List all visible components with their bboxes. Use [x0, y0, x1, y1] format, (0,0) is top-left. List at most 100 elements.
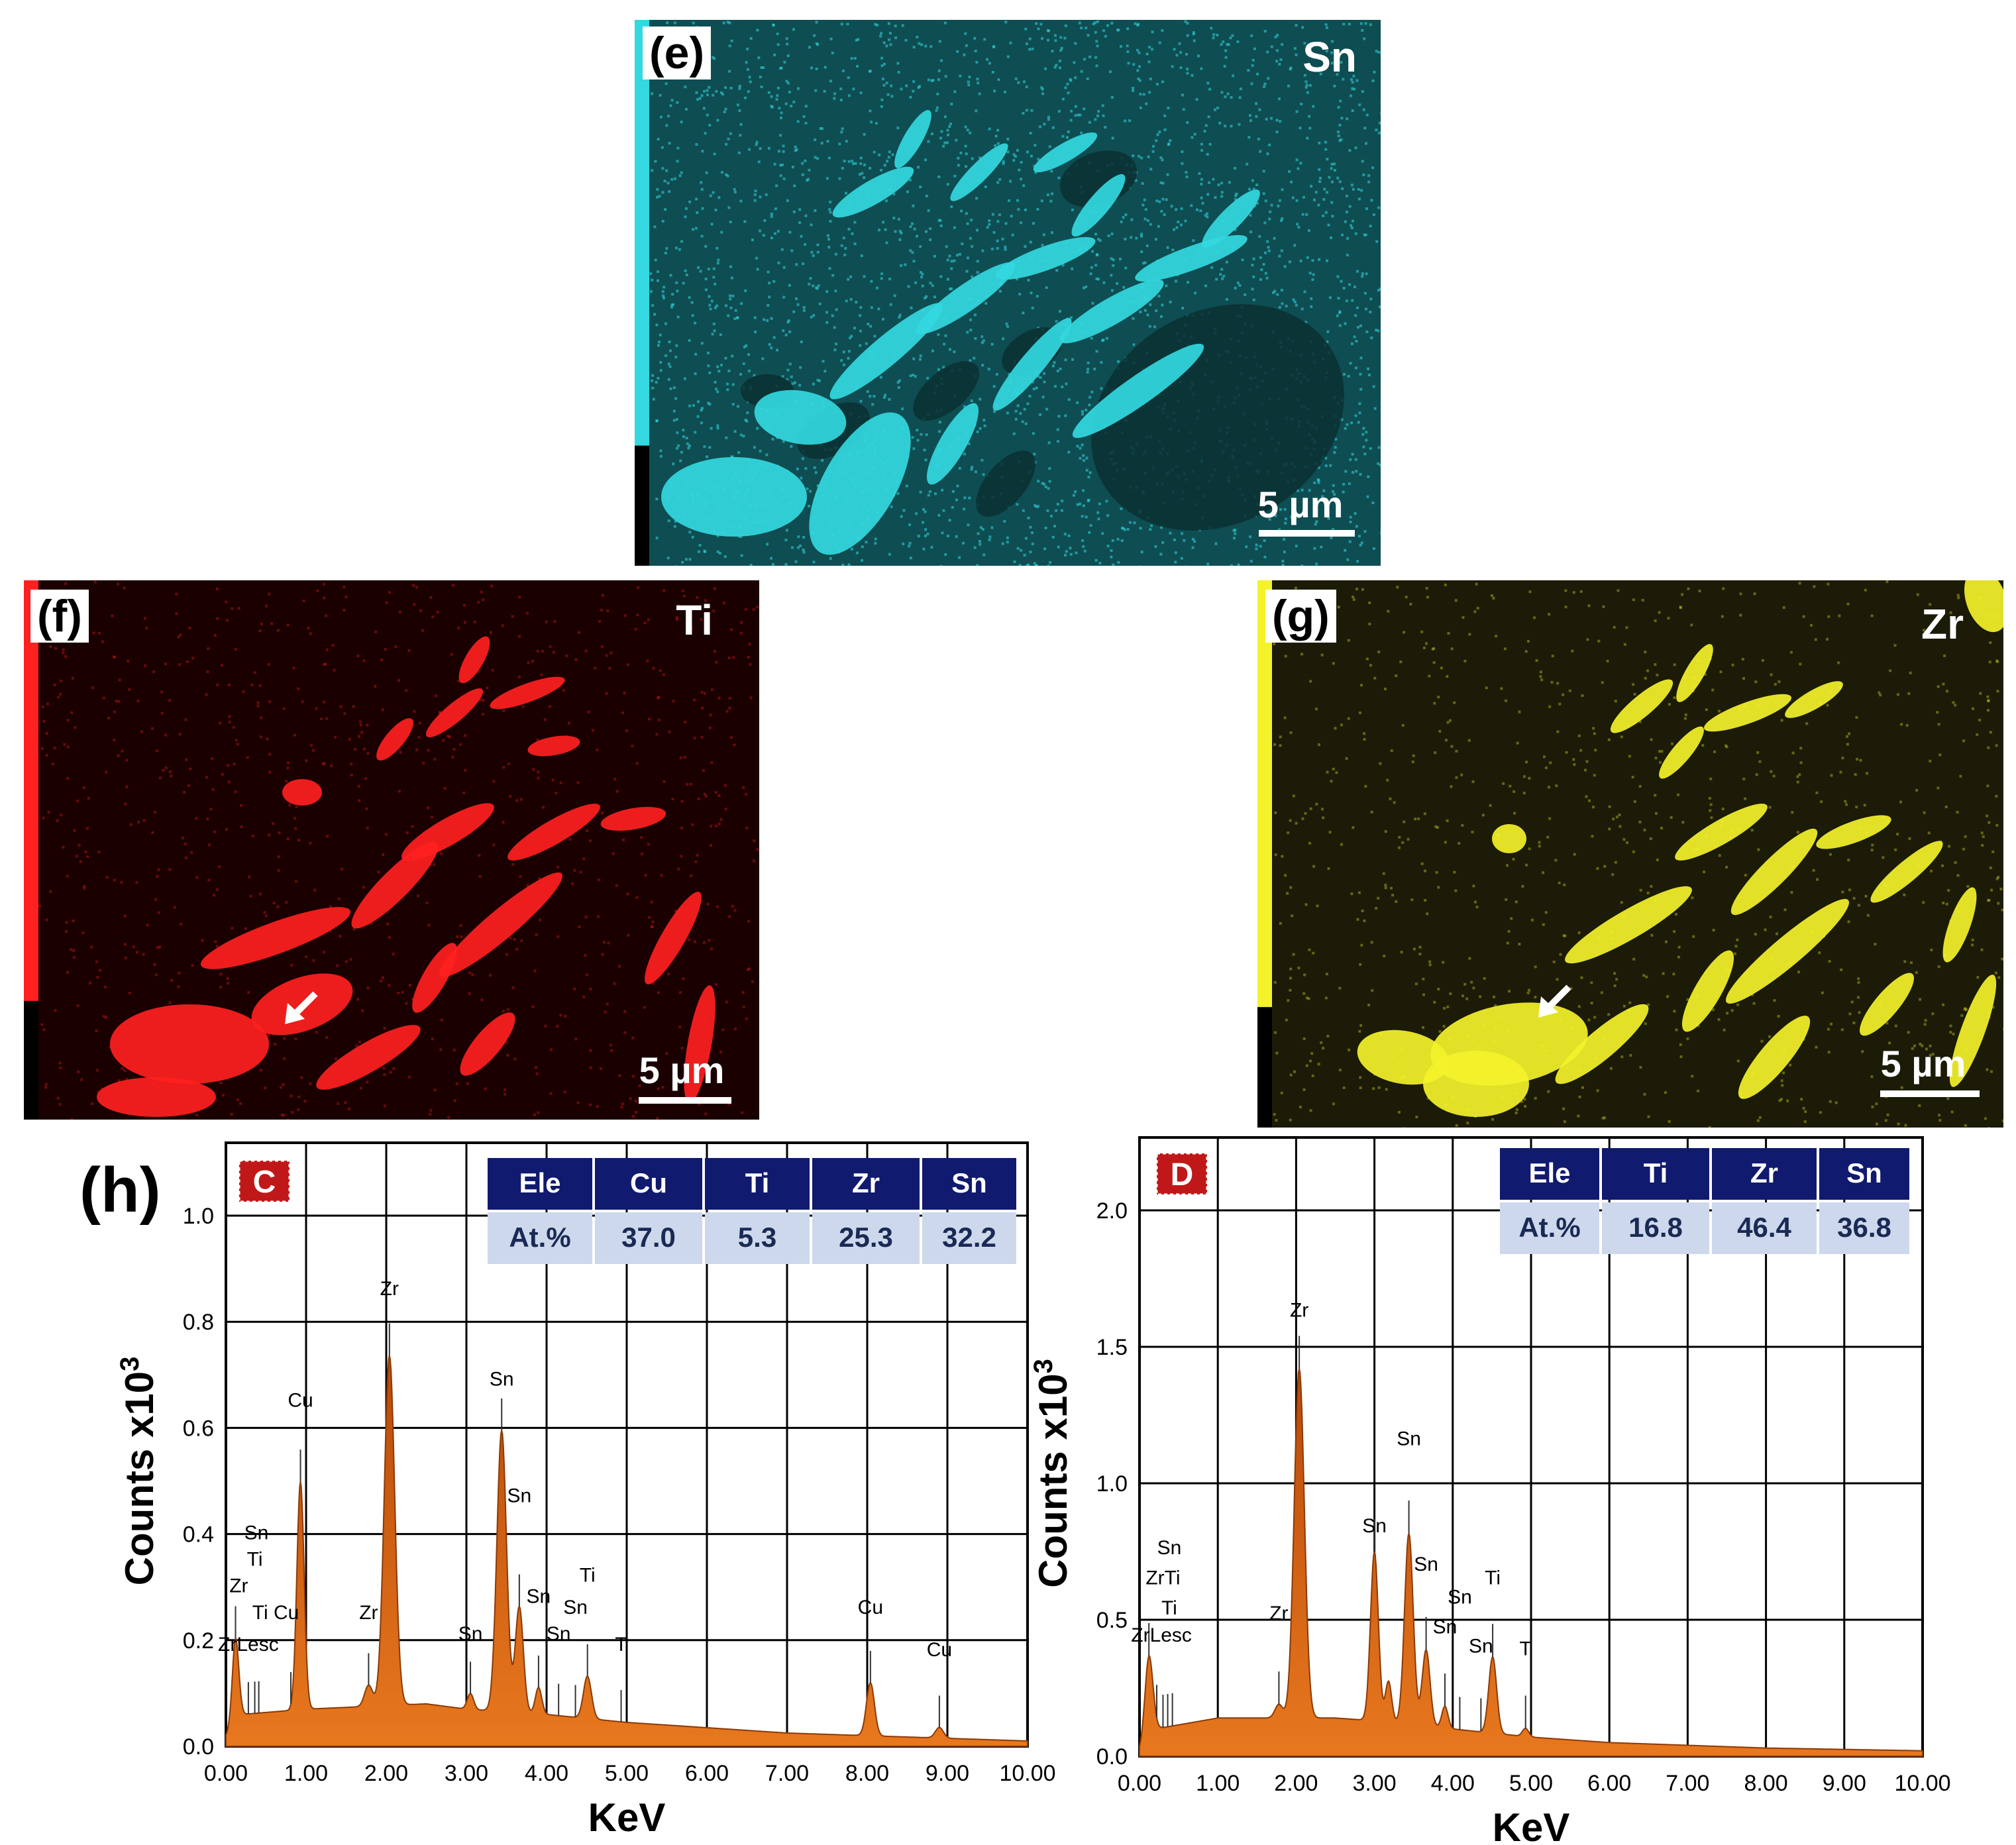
- spec-d-xtick-label: 2.00: [1274, 1771, 1318, 1796]
- spec-c-table-header-cell: [705, 1158, 810, 1210]
- spec-c-table-value-text: 25.3: [839, 1222, 893, 1253]
- spec-d-peak-label: ZrLesc: [1131, 1624, 1192, 1646]
- spec-c-table-header-text: Sn: [951, 1167, 987, 1198]
- spec-c-peak-label: Ti Cu: [252, 1602, 299, 1624]
- spec-c-peak-label: Ti: [580, 1565, 596, 1587]
- spec-d-table-value-cell: [1819, 1202, 1909, 1254]
- spec-c-table-value-cell: [488, 1212, 592, 1264]
- spec-d-spot-label: D: [1171, 1157, 1194, 1192]
- spec-d-ytick-label: 1.0: [1096, 1471, 1128, 1497]
- spec-d-peak-label: Sn: [1448, 1586, 1472, 1608]
- scale-label-sn: 5 µm: [1257, 484, 1344, 525]
- spec-c-peak-label: Cu: [288, 1389, 313, 1411]
- spec-c-peak-label: Zr: [380, 1278, 399, 1300]
- element-tag-zr: Zr: [1921, 600, 1964, 648]
- spec-c-y-axis-title: Counts x103: [115, 1357, 162, 1586]
- spec-c-ytick-label: 1.0: [183, 1204, 214, 1229]
- spec-c-plot-frame: [225, 1141, 1029, 1748]
- spec-c-xtick-label: 9.00: [926, 1761, 969, 1786]
- spec-c-spot-badge: [238, 1159, 291, 1203]
- ti-map-image: [24, 580, 759, 1120]
- spec-d-table-value-cell: [1712, 1202, 1817, 1254]
- spec-c-table-header-cell: [595, 1158, 702, 1210]
- spec-c-table-value-text: At.%: [509, 1222, 570, 1253]
- spec-d-peak-label: Sn: [1157, 1537, 1182, 1559]
- spec-c-xtick-label: 1.00: [284, 1761, 328, 1786]
- spec-c-peak-label: Sn: [458, 1623, 483, 1645]
- spec-c-table-value-cell: [812, 1212, 920, 1264]
- spec-d-table-header-cell: [1712, 1148, 1817, 1200]
- spec-d-peak-label: Sn: [1414, 1554, 1438, 1575]
- spec-d-peak-label: Ti: [1485, 1567, 1501, 1589]
- spec-d-ytick-label: 0.5: [1096, 1608, 1128, 1633]
- panel-label-e: (e): [643, 26, 712, 79]
- zr-map-panel: (g) Zr 5 µm: [1257, 580, 2003, 1128]
- spec-c-xtick-label: 4.00: [525, 1761, 568, 1786]
- spec-d-ytick-label: 1.5: [1096, 1335, 1128, 1360]
- spec-c-xtick-label: 0.00: [204, 1761, 248, 1786]
- scale-label-ti: 5 µm: [639, 1049, 725, 1091]
- spec-d-x-axis-title: KeV: [1493, 1805, 1570, 1845]
- spec-d-table-header-text: Ele: [1528, 1157, 1570, 1188]
- ti-map-panel: (f) Ti 5 µm: [24, 580, 759, 1120]
- sn-map-image: [635, 20, 1381, 566]
- spec-c-peak-label: Sn: [507, 1485, 532, 1507]
- element-tag-ti: Ti: [676, 596, 713, 644]
- spec-c-xtick-label: 8.00: [845, 1761, 889, 1786]
- spec-c-xtick-label: 10.00: [999, 1761, 1055, 1786]
- spec-c-table-header-cell: [922, 1158, 1016, 1210]
- spec-c-table-value-text: 5.3: [738, 1222, 776, 1253]
- spec-d-series-area: [1139, 1368, 1923, 1757]
- scale-label-zr: 5 µm: [1880, 1043, 1966, 1084]
- spec-d-peak-label: T: [1520, 1638, 1532, 1660]
- spec-d-peak-label: ZrTi: [1145, 1567, 1180, 1589]
- element-tag-sn: Sn: [1302, 33, 1357, 81]
- spec-d-table-value-cell: [1500, 1202, 1599, 1254]
- spec-d-y-axis-title: Counts x103: [1029, 1359, 1075, 1588]
- spec-d-xtick-label: 6.00: [1587, 1771, 1631, 1796]
- spec-d-xtick-label: 8.00: [1744, 1771, 1788, 1796]
- spec-d-xtick-label: 10.00: [1894, 1771, 1950, 1796]
- spec-d-peak-label: Sn: [1397, 1428, 1421, 1450]
- spec-c-table-value-text: 32.2: [942, 1222, 996, 1253]
- spec-c-table-header-text: Zr: [852, 1167, 880, 1198]
- spec-c-peak-label: Zr: [359, 1602, 378, 1624]
- spec-c-peak-label: T: [615, 1634, 627, 1656]
- spec-d-ytick-label: 0.0: [1096, 1744, 1128, 1769]
- spec-d-ytick-label: 2.0: [1096, 1198, 1128, 1224]
- spec-c-xtick-label: 2.00: [364, 1761, 408, 1786]
- spec-c-series-area: [225, 1355, 1028, 1747]
- scale-bar-ti: [639, 1097, 731, 1104]
- spec-c-table-header-text: Cu: [630, 1167, 667, 1198]
- spec-d-table-value-cell: [1602, 1202, 1709, 1254]
- spec-c-peak-label: Cu: [858, 1597, 883, 1618]
- spec-c-table-header-text: Ele: [519, 1167, 560, 1198]
- spec-c-table-value-cell: [922, 1212, 1016, 1264]
- spec-d-peak-label: Ti: [1161, 1597, 1177, 1619]
- spec-d-table-header-cell: [1602, 1148, 1709, 1200]
- spec-c-peak-label: Sn: [490, 1368, 514, 1390]
- spec-c-x-axis-title: KeV: [588, 1795, 666, 1840]
- spec-d-table-value-text: 16.8: [1628, 1212, 1683, 1243]
- spec-d-peak-label: Zr: [1290, 1300, 1308, 1322]
- panel-label-f: (f): [30, 590, 89, 643]
- spec-c-peak-label: Sn: [547, 1623, 571, 1645]
- spec-c-peak-label: Cu: [927, 1639, 952, 1661]
- spec-d-table-header-cell: [1819, 1148, 1909, 1200]
- spec-c-table-header-text: Ti: [745, 1167, 770, 1198]
- spec-c-table-header-cell: [812, 1158, 920, 1210]
- spec-d-table-value-text: 36.8: [1837, 1212, 1891, 1243]
- spec-d-xtick-label: 5.00: [1509, 1771, 1553, 1796]
- spec-c-ytick-label: 0.0: [183, 1734, 214, 1760]
- sn-map-panel: (e) Sn 5 µm: [635, 20, 1381, 566]
- spec-c-ytick-label: 0.4: [183, 1522, 214, 1548]
- spec-d-xtick-label: 3.00: [1353, 1771, 1397, 1796]
- spec-d-table-header-text: Ti: [1644, 1157, 1668, 1188]
- spec-c-peak-label: Sn: [244, 1522, 269, 1544]
- figure-label-h: (h): [80, 1155, 161, 1226]
- spec-d-xtick-label: 7.00: [1666, 1771, 1709, 1796]
- panel-label-g: (g): [1265, 590, 1336, 643]
- spec-d-spot-badge: [1155, 1152, 1208, 1196]
- spec-c-peak-label: ZrLesc: [218, 1634, 279, 1656]
- scale-bar-zr: [1880, 1090, 1980, 1097]
